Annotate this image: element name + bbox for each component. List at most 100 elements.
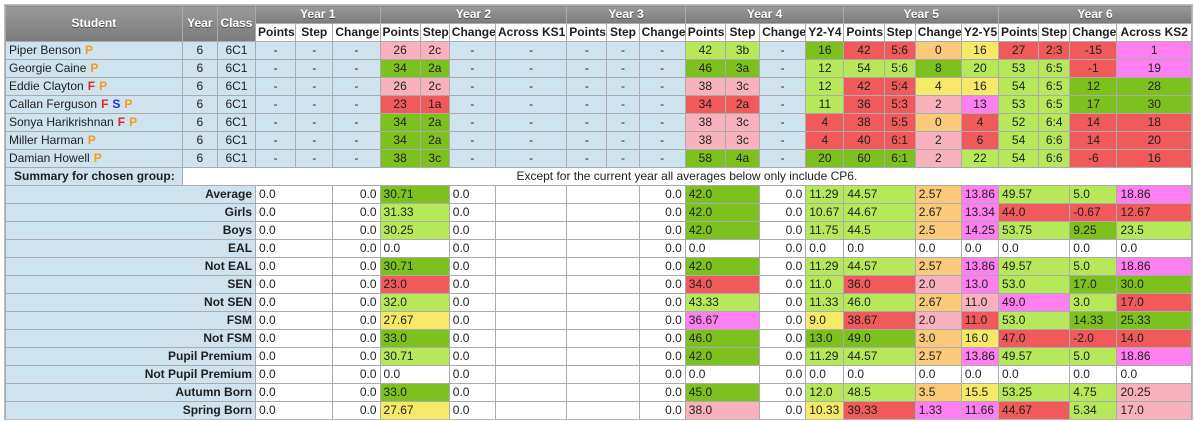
col-y5-change[interactable]: Change bbox=[914, 23, 962, 42]
data-cell: 38 bbox=[843, 113, 885, 132]
summary-value-cell: 2.67 bbox=[914, 203, 962, 222]
summary-value-cell: 18.86 bbox=[1116, 347, 1192, 366]
student-name[interactable]: Georgie Caine bbox=[9, 61, 87, 75]
student-name-cell[interactable]: Miller Harman P bbox=[5, 131, 183, 150]
col-y5-step[interactable]: Step bbox=[883, 23, 916, 42]
col-y2-change[interactable]: Change bbox=[448, 23, 496, 42]
student-name[interactable]: Sonya Harikrishnan bbox=[9, 115, 114, 129]
col-y3-points[interactable]: Points bbox=[566, 23, 608, 42]
data-cell: - bbox=[255, 95, 297, 114]
col-y2-y5[interactable]: Y2-Y5 bbox=[960, 23, 1000, 42]
summary-value-cell: 0.0 bbox=[255, 293, 334, 312]
student-name[interactable]: Miller Harman bbox=[9, 133, 84, 147]
data-cell: 34 bbox=[379, 131, 421, 150]
summary-value-cell: 0.0 bbox=[999, 420, 1070, 421]
student-name-cell[interactable]: Eddie Clayton F P bbox=[5, 77, 183, 96]
data-cell: 16 bbox=[1116, 149, 1192, 168]
col-y4-step[interactable]: Step bbox=[724, 23, 761, 42]
col-class[interactable]: Class bbox=[216, 5, 257, 42]
data-cell: 53 bbox=[998, 95, 1040, 114]
col-y3-change[interactable]: Change bbox=[638, 23, 686, 42]
summary-value-cell: 0.0 bbox=[914, 239, 962, 258]
data-cell: 54 bbox=[998, 77, 1040, 96]
data-cell: 4a bbox=[724, 149, 761, 168]
student-name[interactable]: Eddie Clayton bbox=[9, 79, 84, 93]
col-year[interactable]: Year bbox=[181, 5, 218, 42]
data-cell: 18 bbox=[1116, 113, 1192, 132]
data-cell: - bbox=[448, 59, 496, 78]
student-name-cell[interactable]: Sonya Harikrishnan F P bbox=[5, 113, 183, 132]
student-row[interactable]: Callan Ferguson F S P 6 6C1- - -23 1a - - - - -34 2a -1… bbox=[5, 95, 1192, 114]
summary-value-cell: 0.0 bbox=[759, 185, 807, 204]
student-row[interactable]: Eddie Clayton F P 6 6C1- - -26 2c - - - - -38 3c -12 42… bbox=[5, 77, 1192, 96]
col-y1-step[interactable]: Step bbox=[295, 23, 334, 42]
col-y6-step[interactable]: Step bbox=[1038, 23, 1071, 42]
summary-value-cell: 47.0 bbox=[998, 329, 1071, 348]
data-cell: - bbox=[759, 41, 807, 60]
summary-value-cell: 5.0 bbox=[1069, 257, 1118, 276]
summary-value-cell: 49.0 bbox=[998, 293, 1071, 312]
summary-value-cell: 0.0 bbox=[638, 329, 686, 348]
col-y4-points[interactable]: Points bbox=[684, 23, 726, 42]
student-name[interactable]: Callan Ferguson bbox=[9, 97, 98, 111]
data-cell: - bbox=[566, 131, 608, 150]
student-row[interactable]: Miller Harman P 6 6C1- - -34 2a - - - - -38 3c -4 40 6:… bbox=[5, 131, 1192, 150]
col-y6-change[interactable]: Change bbox=[1069, 23, 1118, 42]
year-cell: 6 bbox=[181, 113, 218, 132]
summary-value-cell: 2.57 bbox=[914, 185, 962, 204]
summary-value-cell: 0.0 bbox=[255, 239, 334, 258]
data-cell: 34 bbox=[379, 59, 421, 78]
summary-value-cell: 0.0 bbox=[759, 311, 807, 330]
summary-value-cell: 0.0 bbox=[805, 239, 845, 258]
summary-value-cell: 38.67 bbox=[843, 311, 916, 330]
summary-row: Summer Born0.00.00.00.00.00.00.00.00.00.… bbox=[6, 420, 1192, 421]
summary-value-cell: 38.0 bbox=[684, 401, 761, 419]
col-y5-points[interactable]: Points bbox=[843, 23, 885, 42]
flag-badge-f: F bbox=[87, 79, 96, 93]
data-cell: 2 bbox=[914, 149, 962, 168]
student-name[interactable]: Damian Howell bbox=[9, 151, 90, 165]
summary-value-cell: 33.0 bbox=[379, 383, 450, 402]
student-row[interactable]: Piper Benson P 6 6C1- - -26 2c - - - - -42 3b -16 42 5:… bbox=[5, 41, 1192, 60]
student-name-cell[interactable]: Piper Benson P bbox=[5, 41, 183, 60]
student-name-cell[interactable]: Callan Ferguson F S P bbox=[5, 95, 183, 114]
col-y3-step[interactable]: Step bbox=[606, 23, 640, 42]
flag-badge-f: F bbox=[117, 115, 126, 129]
summary-value-cell: 0.0 bbox=[255, 401, 334, 419]
col-y2-y4[interactable]: Y2-Y4 bbox=[805, 23, 845, 42]
summary-value-cell: 0.0 bbox=[256, 420, 333, 421]
summary-value-cell: 0.0 bbox=[638, 311, 686, 330]
summary-value-cell: 16.0 bbox=[960, 329, 1000, 348]
summary-blank-cell bbox=[566, 275, 640, 294]
student-name[interactable]: Piper Benson bbox=[9, 43, 82, 57]
class-cell: 6C1 bbox=[216, 77, 257, 96]
student-row[interactable]: Sonya Harikrishnan F P 6 6C1- - -34 2a - - - - -38 3c… bbox=[5, 113, 1192, 132]
summary-value-cell: 46.0 bbox=[684, 329, 761, 348]
col-y1-change[interactable]: Change bbox=[332, 23, 381, 42]
summary-value-cell: 0.0 bbox=[255, 383, 334, 402]
summary-blank-cell bbox=[566, 257, 640, 276]
col-across-ks2[interactable]: Across KS2 bbox=[1116, 23, 1192, 42]
col-across-ks1[interactable]: Across KS1 bbox=[494, 23, 568, 42]
col-y2-step[interactable]: Step bbox=[419, 23, 450, 42]
col-y4-change[interactable]: Change bbox=[759, 23, 807, 42]
summary-blank-cell bbox=[494, 383, 568, 402]
student-row[interactable]: Damian Howell P 6 6C1- - -38 3c - - - - -58 4a -20 60 6… bbox=[5, 149, 1192, 168]
summary-row: Not Pupil Premium 0.0 0.0 0.0 0.0 0.0 0.0 0.0 0.… bbox=[5, 365, 1192, 384]
col-y2-points[interactable]: Points bbox=[379, 23, 421, 42]
data-cell: - bbox=[295, 95, 334, 114]
summary-value-cell: 44.67 bbox=[998, 401, 1071, 419]
summary-value-cell: 9.0 bbox=[805, 311, 845, 330]
data-cell: - bbox=[332, 131, 381, 150]
summary-value-cell: 0.0 bbox=[332, 347, 381, 366]
summary-value-cell: 14.25 bbox=[960, 221, 1000, 240]
col-y6-points[interactable]: Points bbox=[998, 23, 1040, 42]
col-student[interactable]: Student bbox=[5, 5, 183, 42]
student-name-cell[interactable]: Damian Howell P bbox=[5, 149, 183, 168]
student-name-cell[interactable]: Georgie Caine P bbox=[5, 59, 183, 78]
col-y1-points[interactable]: Points bbox=[255, 23, 297, 42]
summary-value-cell: 0.0 bbox=[1116, 239, 1192, 258]
data-cell: - bbox=[759, 95, 807, 114]
summary-value-cell: 44.57 bbox=[843, 347, 916, 366]
student-row[interactable]: Georgie Caine P 6 6C1- - -34 2a - - - - -46 3a -12 54 5… bbox=[5, 59, 1192, 78]
